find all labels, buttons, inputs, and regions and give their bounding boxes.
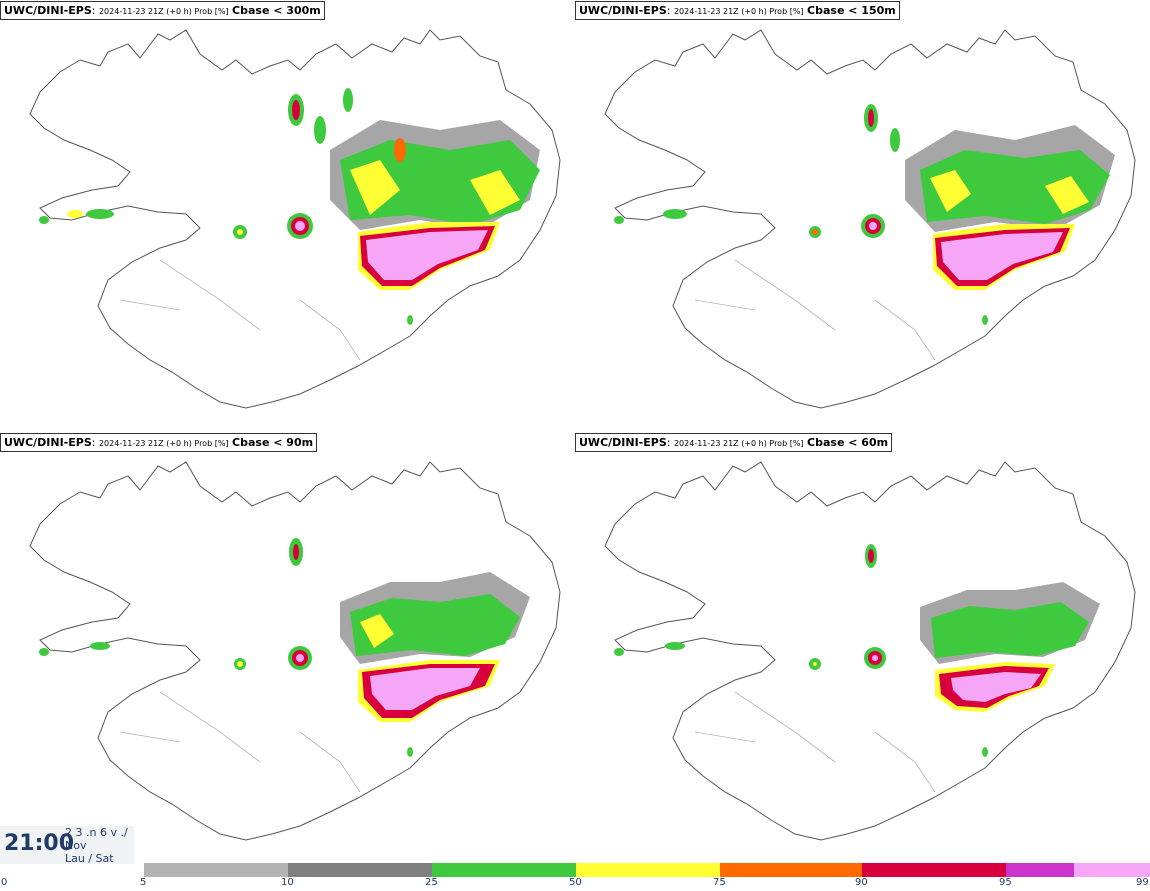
model-name: UWC/DINI-EPS [4, 436, 92, 449]
legend-tick-25: 25 [425, 877, 438, 888]
map-panel-cbase-300: UWC/DINI-EPS: 2024-11-23 21Z (+0 h) Prob… [0, 0, 575, 430]
legend-bar-99 [1074, 863, 1150, 877]
model-name: UWC/DINI-EPS [579, 436, 667, 449]
legend-bar-95-99 [1006, 863, 1074, 877]
run-info: 2024-11-23 21Z (+0 h) Prob [%] [673, 439, 804, 448]
iceland-map [29, 461, 561, 841]
legend-bar-10-25 [288, 863, 432, 877]
model-name: UWC/DINI-EPS [4, 4, 92, 17]
legend-bar-5-10 [144, 863, 288, 877]
iceland-map [604, 461, 1136, 841]
panel-title: UWC/DINI-EPS: 2024-11-23 21Z (+0 h) Prob… [0, 433, 318, 452]
parameter-label: Cbase < 150m [807, 4, 896, 17]
legend-tick-90: 90 [855, 877, 868, 888]
parameter-label: Cbase < 300m [232, 4, 321, 17]
legend-bar-75-90 [720, 863, 862, 877]
date-line-2: Nov [65, 839, 87, 852]
panel-title: UWC/DINI-EPS: 2024-11-23 21Z (+0 h) Prob… [0, 1, 325, 20]
parameter-label: Cbase < 60m [807, 436, 889, 449]
legend-bar-25-50 [432, 863, 576, 877]
legend-bar-90-95 [862, 863, 1006, 877]
legend-bar-50-75 [576, 863, 720, 877]
map-panel-cbase-60: UWC/DINI-EPS: 2024-11-23 21Z (+0 h) Prob… [575, 432, 1150, 862]
iceland-map [29, 29, 561, 409]
legend-tick-75: 75 [713, 877, 726, 888]
valid-time-clock: 21:00 [4, 831, 75, 856]
legend-tick-5: 5 [140, 877, 147, 888]
date-line-1: 2 3 .n 6 v ./ [65, 826, 128, 839]
legend-tick-0: 0 [1, 877, 8, 888]
legend-tick-95: 95 [999, 877, 1012, 888]
legend-tick-99: 99 [1136, 877, 1149, 888]
valid-time-box: 21:00 2 3 .n 6 v ./ Nov Lau / Sat [0, 826, 134, 865]
run-info: 2024-11-23 21Z (+0 h) Prob [%] [98, 7, 229, 16]
map-panel-cbase-90: UWC/DINI-EPS: 2024-11-23 21Z (+0 h) Prob… [0, 432, 575, 862]
panel-title: UWC/DINI-EPS: 2024-11-23 21Z (+0 h) Prob… [575, 1, 900, 20]
probability-legend: 0 5 10 25 50 75 90 95 99 [0, 862, 1150, 891]
date-line-3: Lau / Sat [65, 852, 114, 865]
model-name: UWC/DINI-EPS [579, 4, 667, 17]
parameter-label: Cbase < 90m [232, 436, 314, 449]
run-info: 2024-11-23 21Z (+0 h) Prob [%] [673, 7, 804, 16]
run-info: 2024-11-23 21Z (+0 h) Prob [%] [98, 439, 229, 448]
legend-tick-50: 50 [569, 877, 582, 888]
valid-date-lines: 2 3 .n 6 v ./ Nov Lau / Sat [65, 826, 128, 865]
panel-title: UWC/DINI-EPS: 2024-11-23 21Z (+0 h) Prob… [575, 433, 893, 452]
legend-tick-10: 10 [281, 877, 294, 888]
iceland-map [604, 29, 1136, 409]
map-panel-cbase-150: UWC/DINI-EPS: 2024-11-23 21Z (+0 h) Prob… [575, 0, 1150, 430]
